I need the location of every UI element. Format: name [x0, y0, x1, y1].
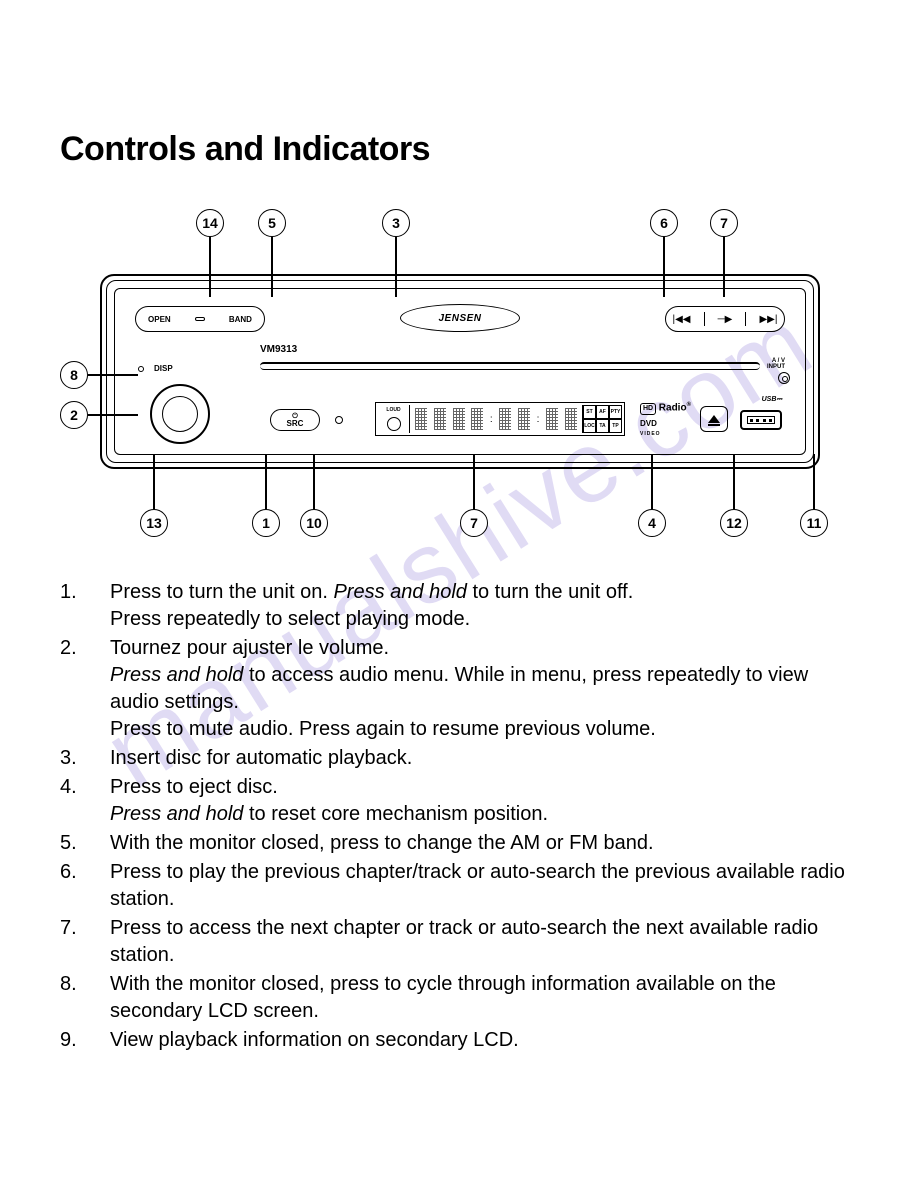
callout-number: 12 — [720, 509, 748, 537]
disc-icon — [387, 417, 401, 431]
pty-tag: PTY — [609, 405, 622, 419]
src-button: ⏻ SRC — [270, 409, 320, 431]
av-input-jack — [778, 372, 790, 384]
knob-area: DISP — [140, 364, 240, 454]
eject-icon — [708, 415, 720, 423]
tp-tag: TP — [609, 419, 622, 433]
instruction-item: 1.Press to turn the unit on. Press and h… — [60, 579, 858, 633]
af-tag: AF — [596, 405, 609, 419]
instruction-number: 7. — [60, 915, 110, 969]
callout-12: 12 — [720, 509, 748, 537]
callout-number: 7 — [460, 509, 488, 537]
instruction-number: 4. — [60, 774, 110, 828]
disp-label: DISP — [154, 364, 173, 373]
disc-slot: VM9313 — [260, 356, 760, 374]
instruction-item: 9.View playback information on secondary… — [60, 1027, 858, 1054]
callout-number: 7 — [710, 209, 738, 237]
callout-7: 7 — [710, 209, 738, 237]
callout-number: 10 — [300, 509, 328, 537]
brand-logo: JENSEN — [400, 304, 520, 332]
callout-8: 8 — [60, 361, 88, 389]
instruction-text: Press to eject disc.Press and hold to re… — [110, 774, 858, 828]
callout-number: 5 — [258, 209, 286, 237]
instruction-item: 2.Tournez pour ajuster le volume.Press a… — [60, 635, 858, 743]
callout-number: 14 — [196, 209, 224, 237]
instruction-text: Press to access the next chapter or trac… — [110, 915, 858, 969]
loud-tag: LOUD — [386, 407, 400, 413]
callout-number: 1 — [252, 509, 280, 537]
instruction-item: 7.Press to access the next chapter or tr… — [60, 915, 858, 969]
callout-number: 8 — [60, 361, 88, 389]
av-input-label: A / VINPUT — [767, 358, 785, 370]
model-label: VM9313 — [260, 344, 297, 355]
band-label: BAND — [229, 315, 252, 324]
callout-4: 4 — [638, 509, 666, 537]
instruction-item: 6.Press to play the previous chapter/tra… — [60, 859, 858, 913]
instruction-text: With the monitor closed, press to change… — [110, 830, 858, 857]
src-label: SRC — [287, 420, 304, 428]
hd-radio-logo: HD Radio® — [640, 402, 691, 415]
callout-number: 6 — [650, 209, 678, 237]
instruction-item: 3.Insert disc for automatic playback. — [60, 745, 858, 772]
instruction-number: 5. — [60, 830, 110, 857]
instruction-text: With the monitor closed, press to cycle … — [110, 971, 858, 1025]
callout-13: 13 — [140, 509, 168, 537]
nav-buttons: |◀◀ ─▶ ▶▶| — [665, 306, 785, 332]
volume-knob-center — [162, 396, 198, 432]
open-band-separator — [195, 317, 205, 321]
nav-separator-icon: ─▶ — [718, 314, 733, 325]
callout-5: 5 — [258, 209, 286, 237]
callout-number: 3 — [382, 209, 410, 237]
callout-10: 10 — [300, 509, 328, 537]
instruction-number: 9. — [60, 1027, 110, 1054]
callout-number: 13 — [140, 509, 168, 537]
instruction-number: 6. — [60, 859, 110, 913]
callout-number: 11 — [800, 509, 828, 537]
usb-label: USB⎓ — [762, 396, 782, 404]
next-track-icon: ▶▶| — [759, 314, 777, 325]
instruction-text: Tournez pour ajuster le volume.Press and… — [110, 635, 858, 743]
device-body: OPEN BAND JENSEN |◀◀ ─▶ ▶▶| VM9313 — [100, 274, 820, 469]
st-tag: ST — [583, 405, 596, 419]
callout-7: 7 — [460, 509, 488, 537]
page-title: Controls and Indicators — [60, 130, 858, 169]
callout-2: 2 — [60, 401, 88, 429]
callout-number: 2 — [60, 401, 88, 429]
open-label: OPEN — [148, 315, 171, 324]
callout-6: 6 — [650, 209, 678, 237]
instruction-number: 8. — [60, 971, 110, 1025]
instruction-number: 1. — [60, 579, 110, 633]
callout-3: 3 — [382, 209, 410, 237]
prev-track-icon: |◀◀ — [673, 314, 691, 325]
device-diagram: 145367 82 OPEN BAND JENSEN |◀◀ ─▶ — [60, 209, 860, 549]
usb-port — [740, 410, 782, 430]
instruction-text: Press to turn the unit on. Press and hol… — [110, 579, 858, 633]
instruction-number: 2. — [60, 635, 110, 743]
lcd-display: LOUD : : ST AF PTY — [375, 402, 625, 436]
dvd-video-logo: DVDVIDEO — [640, 419, 661, 437]
callout-11: 11 — [800, 509, 828, 537]
ir-sensor-icon — [138, 366, 144, 372]
instruction-item: 4.Press to eject disc.Press and hold to … — [60, 774, 858, 828]
instruction-item: 8.With the monitor closed, press to cycl… — [60, 971, 858, 1025]
ta-tag: TA — [596, 419, 609, 433]
callout-1: 1 — [252, 509, 280, 537]
instructions-list: 1.Press to turn the unit on. Press and h… — [60, 579, 858, 1054]
instruction-number: 3. — [60, 745, 110, 772]
instruction-text: Insert disc for automatic playback. — [110, 745, 858, 772]
eject-button — [700, 406, 728, 432]
led-indicator-icon — [335, 416, 343, 424]
instruction-item: 5.With the monitor closed, press to chan… — [60, 830, 858, 857]
loc-tag: LOC — [583, 419, 596, 433]
instruction-text: View playback information on secondary L… — [110, 1027, 858, 1054]
instruction-text: Press to play the previous chapter/track… — [110, 859, 858, 913]
open-band-button: OPEN BAND — [135, 306, 265, 332]
callout-number: 4 — [638, 509, 666, 537]
callout-14: 14 — [196, 209, 224, 237]
